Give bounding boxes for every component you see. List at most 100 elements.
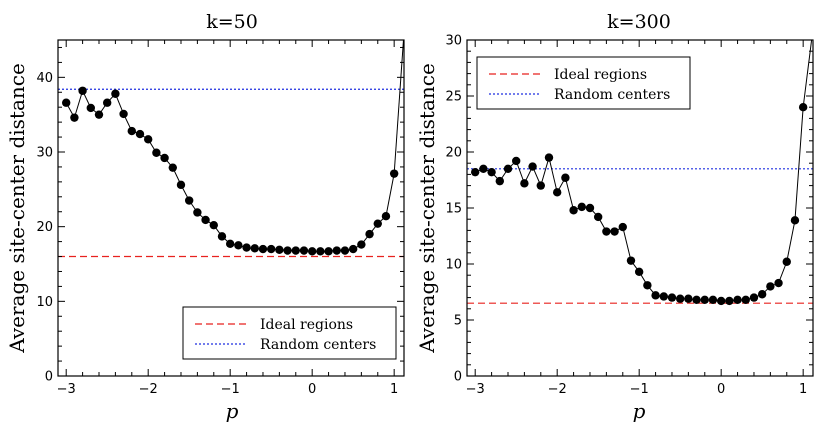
data-point: [61, 98, 71, 107]
y-tick-label: 15: [445, 202, 462, 217]
data-point: [201, 215, 210, 225]
x-tick-label: −2: [139, 382, 158, 397]
data-point: [520, 179, 529, 188]
y-tick-label: 25: [445, 90, 462, 105]
y-tick-label: 0: [454, 370, 462, 385]
data-point: [94, 110, 104, 119]
data-point: [176, 180, 186, 190]
data-point: [340, 246, 350, 255]
data-point: [602, 227, 611, 236]
chart-title: k=50: [206, 11, 258, 33]
legend-label-ideal: Ideal regions: [260, 317, 353, 333]
data-point: [610, 227, 619, 236]
x-tick-label: 0: [717, 382, 725, 397]
data-point: [716, 296, 726, 306]
x-axis-label: p: [633, 399, 646, 423]
data-point: [536, 181, 545, 190]
plot-content: [58, 40, 404, 258]
plot-content: [467, 40, 813, 306]
data-point: [774, 278, 783, 288]
data-point: [593, 212, 603, 222]
data-point: [741, 295, 750, 305]
data-point: [766, 282, 775, 291]
data-point: [479, 164, 488, 173]
data-point: [544, 153, 554, 162]
data-point: [168, 163, 177, 172]
y-tick-label: 20: [36, 220, 53, 235]
data-point: [749, 293, 759, 302]
y-tick-label: 30: [445, 34, 462, 49]
data-point: [324, 247, 333, 256]
y-axis-label: Average site-center distance: [5, 63, 29, 354]
data-point: [283, 246, 292, 255]
x-axis-label: p: [226, 399, 239, 423]
legend: Ideal regions Random centers: [476, 56, 691, 110]
data-point: [225, 239, 235, 249]
data-point: [184, 196, 194, 205]
data-point: [651, 291, 660, 300]
data-point: [266, 244, 276, 254]
data-point: [626, 256, 636, 265]
data-point: [111, 89, 120, 98]
data-point: [782, 257, 791, 266]
legend: Ideal regions Random centers: [182, 306, 397, 360]
data-point: [209, 220, 218, 230]
x-tick-label: 1: [799, 382, 807, 397]
data-point: [569, 206, 578, 215]
data-point: [495, 176, 504, 186]
data-point: [790, 216, 800, 225]
data-point: [700, 295, 709, 305]
y-tick-label: 5: [454, 314, 462, 329]
legend-label-ideal: Ideal regions: [554, 67, 647, 83]
data-point: [357, 240, 366, 249]
data-point: [471, 167, 480, 177]
data-point: [503, 164, 513, 173]
data-point: [332, 246, 341, 255]
y-tick-label: 10: [36, 295, 53, 310]
chart-k300: k=300 Average site-center distance p −3 −…: [415, 11, 814, 423]
data-point: [577, 202, 586, 212]
data-point: [552, 188, 562, 197]
data-point: [675, 294, 685, 303]
data-point: [307, 247, 317, 256]
data-series-line: [65, 89, 395, 252]
legend-box: [182, 306, 397, 360]
data-point: [643, 281, 652, 290]
data-point: [585, 203, 595, 213]
data-point: [667, 293, 677, 302]
chart-k50: k=50 Average site-center distance p −3 −2…: [5, 11, 405, 423]
data-point: [348, 244, 358, 254]
data-point: [193, 208, 202, 217]
plot-frame: [57, 39, 405, 377]
y-axis-label: Average site-center distance: [415, 63, 439, 354]
data-point: [528, 162, 537, 171]
data-point: [127, 126, 136, 136]
data-point: [291, 246, 300, 255]
legend-box: [476, 56, 691, 110]
data-point: [708, 295, 718, 305]
data-point: [119, 109, 128, 119]
data-point: [258, 244, 268, 254]
data-point: [242, 243, 251, 252]
data-point: [561, 173, 570, 182]
x-tick-label: −2: [548, 382, 567, 397]
legend-label-random: Random centers: [554, 87, 670, 103]
data-series-tail: [802, 40, 813, 108]
y-tick-label: 10: [445, 258, 462, 273]
data-point: [86, 103, 96, 113]
data-point: [234, 241, 243, 250]
data-point: [634, 267, 644, 277]
data-point: [152, 148, 161, 157]
data-point: [102, 98, 112, 107]
data-point: [659, 292, 668, 301]
data-point: [511, 156, 521, 166]
data-point: [78, 86, 87, 95]
data-point: [381, 212, 391, 221]
data-point: [299, 246, 309, 255]
data-point: [70, 113, 79, 122]
data-point: [160, 153, 169, 163]
data-series-tail: [393, 40, 404, 174]
